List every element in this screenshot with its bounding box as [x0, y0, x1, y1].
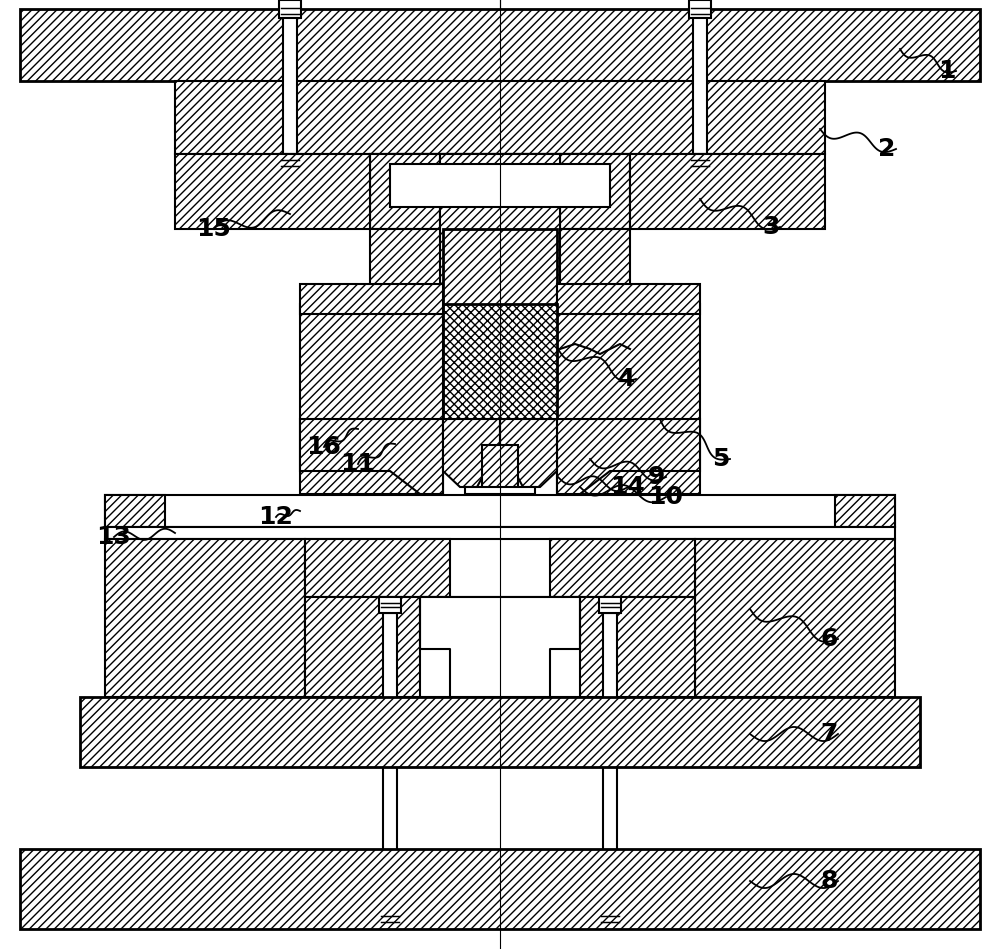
Text: 4: 4 [618, 367, 635, 391]
Bar [390, 154, 610, 207]
Text: 16: 16 [306, 435, 341, 459]
Polygon shape [500, 419, 557, 487]
Bar [695, 539, 895, 697]
Text: 8: 8 [820, 869, 837, 893]
Bar [305, 539, 450, 597]
Bar [300, 304, 443, 494]
Bar [443, 229, 557, 429]
Polygon shape [175, 154, 370, 229]
Bar [440, 154, 560, 304]
Bar [20, 9, 980, 81]
Text: 6: 6 [820, 627, 837, 651]
Bar [689, 154, 711, 170]
Text: 13: 13 [96, 525, 131, 549]
Text: 10: 10 [648, 485, 683, 509]
Bar [305, 597, 695, 697]
Text: 14: 14 [610, 475, 645, 499]
Text: 5: 5 [712, 447, 729, 471]
Bar [20, 849, 980, 929]
Bar [300, 284, 443, 314]
Bar [390, 164, 610, 207]
Bar [599, 909, 621, 929]
Polygon shape [560, 229, 630, 304]
Polygon shape [370, 229, 440, 304]
Text: 3: 3 [762, 215, 779, 239]
Text: 12: 12 [258, 505, 293, 529]
Bar [379, 909, 401, 929]
Bar [175, 81, 825, 154]
Polygon shape [443, 419, 500, 487]
Bar [557, 304, 700, 494]
Text: 7: 7 [820, 722, 837, 746]
Bar [370, 154, 440, 229]
Bar [283, 18, 297, 154]
Bar [105, 539, 305, 697]
Bar [603, 613, 617, 909]
Bar [379, 597, 401, 613]
Bar [560, 154, 630, 229]
Bar [443, 304, 557, 419]
Text: 15: 15 [196, 217, 231, 241]
Bar [482, 445, 518, 527]
Bar [383, 613, 397, 909]
Bar [557, 284, 700, 314]
Bar [550, 539, 695, 597]
Polygon shape [689, 0, 711, 18]
Bar [370, 154, 630, 229]
Bar [465, 487, 535, 494]
Bar [835, 495, 895, 527]
Bar [105, 527, 895, 539]
Text: 2: 2 [878, 137, 895, 161]
Bar [80, 697, 920, 767]
Bar [105, 495, 165, 527]
Bar [693, 18, 707, 154]
Text: 1: 1 [938, 59, 956, 83]
Polygon shape [279, 0, 301, 18]
Polygon shape [557, 419, 700, 494]
Text: 9: 9 [648, 465, 665, 489]
Polygon shape [300, 419, 443, 494]
Polygon shape [630, 154, 825, 229]
Bar [105, 495, 895, 527]
Bar [279, 154, 301, 170]
Bar [420, 597, 580, 697]
Text: 11: 11 [340, 452, 375, 476]
Bar [599, 597, 621, 613]
